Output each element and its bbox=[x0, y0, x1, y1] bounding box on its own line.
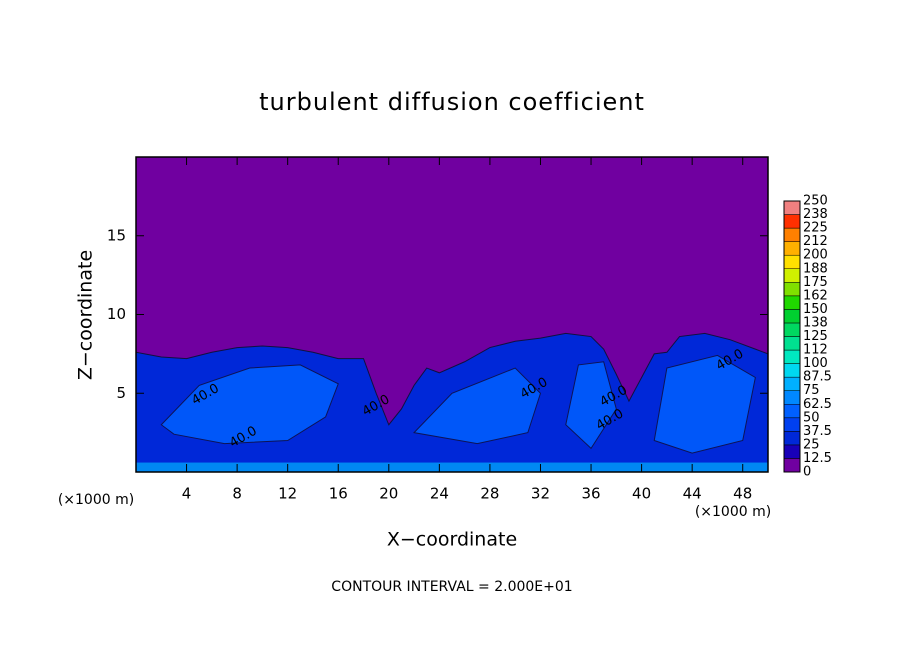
colorbar-label: 238 bbox=[803, 207, 828, 222]
colorbar-frame bbox=[783, 200, 801, 473]
colorbar-bin bbox=[783, 336, 801, 351]
colorbar-label: 112 bbox=[803, 343, 828, 358]
colorbar-label: 188 bbox=[803, 261, 828, 276]
colorbar-bin bbox=[783, 241, 801, 256]
swirl bbox=[565, 361, 617, 450]
colorbar-label: 125 bbox=[803, 329, 828, 344]
swirl bbox=[413, 367, 542, 445]
colorbar-label: 200 bbox=[803, 248, 828, 263]
y-tick-label: 15 bbox=[107, 226, 126, 244]
x-tick-label: 48 bbox=[733, 485, 752, 503]
colorbar-bin bbox=[783, 227, 801, 242]
colorbar-label: 0 bbox=[803, 465, 811, 480]
colorbar-bin bbox=[783, 376, 801, 391]
x-tick-label: 24 bbox=[430, 485, 449, 503]
colorbar-bin bbox=[783, 268, 801, 283]
x-unit: (×1000 m) bbox=[695, 504, 771, 520]
swirl bbox=[160, 364, 339, 445]
colorbar-label: 138 bbox=[803, 315, 828, 330]
x-tick-label: 8 bbox=[232, 485, 242, 503]
colorbar-bin bbox=[783, 200, 801, 215]
x-tick-label: 20 bbox=[379, 485, 398, 503]
colorbar-bin bbox=[783, 282, 801, 297]
colorbar-bin bbox=[783, 309, 801, 324]
x-tick-label: 28 bbox=[480, 485, 499, 503]
y-tick-label: 5 bbox=[116, 384, 126, 402]
x-tick-label: 32 bbox=[531, 485, 550, 503]
colorbar-bin bbox=[783, 431, 801, 446]
colorbar-bin bbox=[783, 417, 801, 432]
y-axis-label: Z−coordinate bbox=[75, 250, 97, 380]
colorbar-label: 37.5 bbox=[803, 424, 832, 439]
colorbar-label: 87.5 bbox=[803, 370, 832, 385]
footer: CONTOUR INTERVAL = 2.000E+01 bbox=[331, 579, 572, 595]
swirl bbox=[653, 354, 756, 454]
x-tick-label: 16 bbox=[329, 485, 348, 503]
colorbar-bin bbox=[783, 458, 801, 473]
y-tick-label: 10 bbox=[107, 305, 126, 323]
surface-layer bbox=[136, 462, 768, 472]
x-tick-label: 12 bbox=[278, 485, 297, 503]
x-unit: (×1000 m) bbox=[58, 492, 134, 508]
colorbar-bin bbox=[783, 349, 801, 364]
colorbar-label: 162 bbox=[803, 288, 828, 303]
x-tick-label: 44 bbox=[683, 485, 702, 503]
colorbar-label: 50 bbox=[803, 410, 820, 425]
colorbar-label: 225 bbox=[803, 221, 828, 236]
colorbar-bin bbox=[783, 363, 801, 378]
x-axis-label: X−coordinate bbox=[387, 529, 517, 551]
colorbar-label: 175 bbox=[803, 275, 828, 290]
colorbar-bin bbox=[783, 295, 801, 310]
colorbar-label: 25 bbox=[803, 437, 820, 452]
colorbar-label: 100 bbox=[803, 356, 828, 371]
colorbar-label: 250 bbox=[803, 194, 828, 209]
colorbar-label: 150 bbox=[803, 302, 828, 317]
colorbar-bin bbox=[783, 444, 801, 459]
colorbar-bin bbox=[783, 390, 801, 405]
colorbar-bin bbox=[783, 254, 801, 269]
colorbar-bin bbox=[783, 404, 801, 419]
colorbar-label: 12.5 bbox=[803, 451, 832, 466]
colorbar-bin bbox=[783, 322, 801, 337]
colorbar-label: 75 bbox=[803, 383, 820, 398]
colorbar-label: 62.5 bbox=[803, 397, 832, 412]
colorbar-bin bbox=[783, 214, 801, 229]
field: 40.040.040.040.040.040.040.0 bbox=[136, 157, 768, 472]
x-tick-label: 40 bbox=[632, 485, 651, 503]
chart-title: turbulent diffusion coefficient bbox=[259, 88, 645, 116]
x-tick-label: 36 bbox=[581, 485, 600, 503]
colorbar-label: 212 bbox=[803, 234, 828, 249]
x-tick-label: 4 bbox=[182, 485, 192, 503]
